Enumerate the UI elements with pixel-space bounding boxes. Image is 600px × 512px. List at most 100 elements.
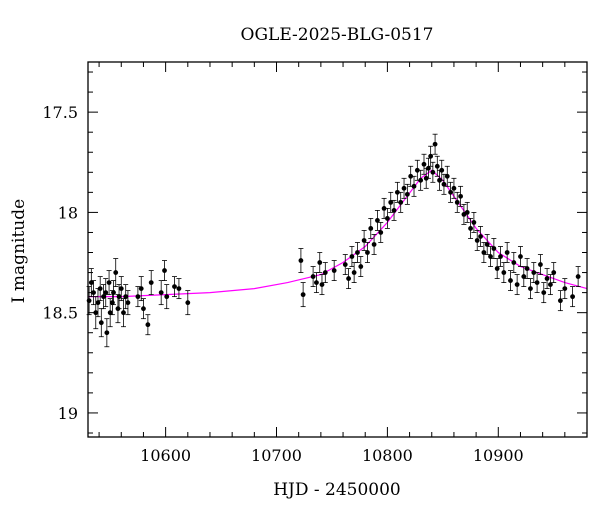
data-point xyxy=(162,260,168,281)
data-marker xyxy=(408,173,414,179)
data-marker xyxy=(401,185,407,191)
data-point xyxy=(158,280,164,306)
axis-ticks: 10600 10700 10800 10900 17.5 18 18.5 19 xyxy=(42,62,587,465)
data-point xyxy=(104,318,110,348)
data-point xyxy=(135,286,141,308)
data-marker xyxy=(107,310,113,316)
data-point xyxy=(91,280,97,306)
data-marker xyxy=(375,218,380,223)
data-marker xyxy=(322,270,328,275)
data-marker xyxy=(478,234,483,239)
data-marker xyxy=(391,207,397,213)
data-point xyxy=(484,234,490,255)
y-tick-label: 18 xyxy=(58,203,78,222)
data-marker xyxy=(454,199,460,205)
data-point xyxy=(322,262,328,283)
data-point xyxy=(474,230,480,251)
data-marker xyxy=(464,210,470,215)
data-marker xyxy=(106,280,112,285)
data-marker xyxy=(484,242,490,247)
data-point xyxy=(125,290,131,316)
data-marker xyxy=(358,264,364,269)
data-point xyxy=(517,246,523,267)
data-marker xyxy=(141,306,146,312)
y-tick-label: 19 xyxy=(58,404,78,423)
data-point xyxy=(425,157,431,179)
data-marker xyxy=(434,163,440,169)
data-marker xyxy=(508,278,513,283)
data-marker xyxy=(531,270,537,275)
data-marker xyxy=(103,290,109,296)
data-point xyxy=(101,284,107,310)
data-marker xyxy=(95,300,101,306)
data-marker xyxy=(298,258,304,263)
data-point xyxy=(441,173,447,195)
data-point xyxy=(557,290,563,312)
data-point xyxy=(391,199,397,221)
data-marker xyxy=(342,262,348,267)
data-marker xyxy=(521,274,527,279)
y-axis-label: I magnitude xyxy=(9,199,29,303)
data-point xyxy=(371,234,377,255)
data-marker xyxy=(501,270,507,275)
x-axis-label: HJD - 2450000 xyxy=(273,480,401,500)
data-point xyxy=(531,262,537,283)
data-point xyxy=(411,175,417,197)
data-point xyxy=(368,218,374,239)
data-point xyxy=(468,218,474,239)
data-point xyxy=(439,159,445,181)
data-point xyxy=(346,268,352,290)
data-marker xyxy=(162,268,167,273)
data-point xyxy=(551,262,557,283)
data-points-layer xyxy=(86,133,581,348)
data-marker xyxy=(300,292,306,298)
data-point xyxy=(464,201,470,223)
data-point xyxy=(384,207,390,229)
data-point xyxy=(491,238,497,259)
data-marker xyxy=(113,270,119,275)
data-point xyxy=(527,278,533,300)
data-marker xyxy=(557,298,563,304)
data-point xyxy=(514,274,520,296)
data-point xyxy=(451,177,457,199)
data-marker xyxy=(426,165,431,171)
data-marker xyxy=(458,193,463,199)
data-marker xyxy=(551,270,557,275)
data-marker xyxy=(481,250,487,255)
x-tick-label: 10800 xyxy=(362,446,413,465)
data-marker xyxy=(432,141,438,147)
data-marker xyxy=(548,282,553,287)
data-point xyxy=(97,276,103,302)
data-marker xyxy=(538,262,543,267)
data-marker xyxy=(491,246,497,251)
data-marker xyxy=(121,310,126,316)
data-point xyxy=(432,133,438,155)
data-marker xyxy=(91,290,96,296)
data-point xyxy=(331,260,337,281)
data-point xyxy=(511,252,517,273)
data-point xyxy=(374,209,380,231)
data-marker xyxy=(135,294,141,300)
data-marker xyxy=(164,294,170,300)
data-point xyxy=(575,266,581,287)
data-point xyxy=(354,242,360,263)
data-point xyxy=(298,248,304,273)
data-marker xyxy=(97,286,103,292)
data-point xyxy=(504,242,510,263)
data-marker xyxy=(534,280,540,285)
data-marker xyxy=(488,254,493,259)
x-tick-label: 10700 xyxy=(251,446,302,465)
data-marker xyxy=(361,238,367,243)
data-point xyxy=(123,284,129,310)
data-marker xyxy=(317,260,323,265)
data-point xyxy=(185,290,191,316)
data-point xyxy=(361,230,367,251)
x-tick-label: 10600 xyxy=(140,446,191,465)
data-marker xyxy=(451,185,457,191)
data-marker xyxy=(346,276,351,281)
data-point xyxy=(537,254,543,275)
data-marker xyxy=(441,181,447,187)
data-point xyxy=(471,212,477,233)
data-marker xyxy=(511,260,517,265)
